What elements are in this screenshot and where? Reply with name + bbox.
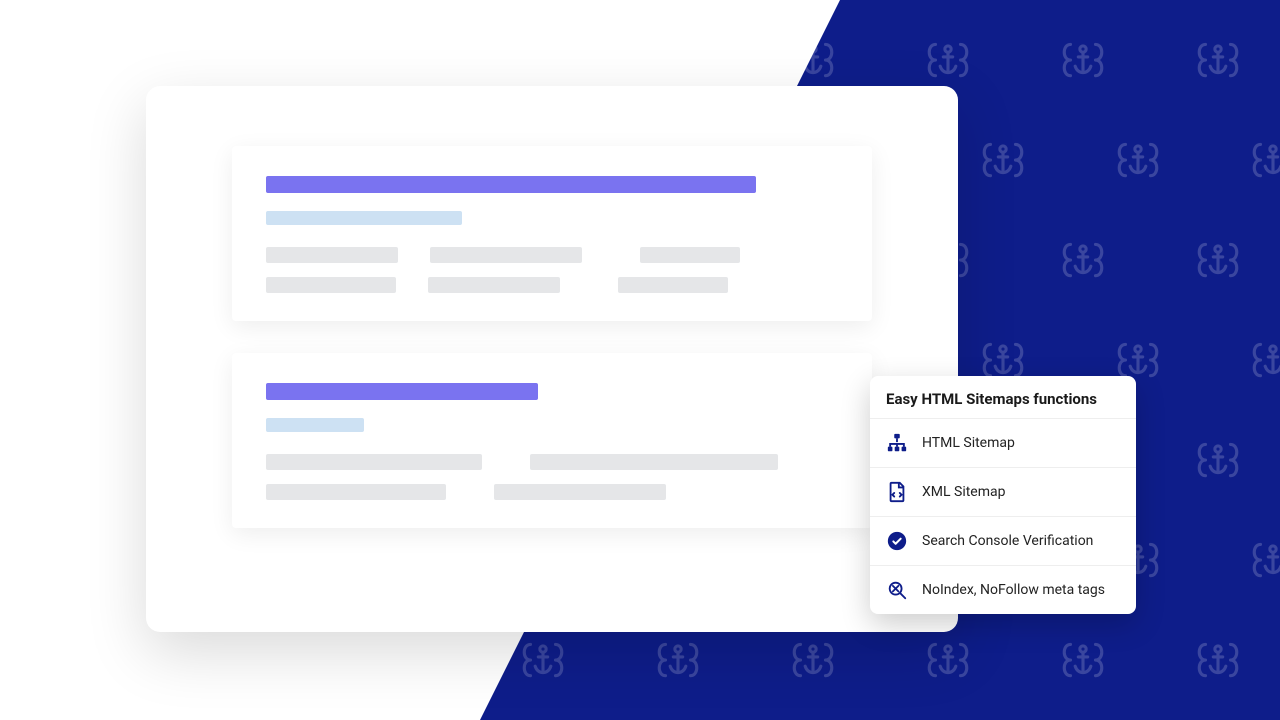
function-label: HTML Sitemap (922, 435, 1015, 451)
xml-file-icon (886, 481, 908, 503)
function-item-xml-sitemap[interactable]: XML Sitemap (870, 467, 1136, 516)
skeleton-block-2 (232, 353, 872, 528)
function-label: Search Console Verification (922, 533, 1093, 549)
functions-panel-title: Easy HTML Sitemaps functions (870, 376, 1136, 418)
function-label: NoIndex, NoFollow meta tags (922, 582, 1105, 598)
skeleton-block-1 (232, 146, 872, 321)
function-item-html-sitemap[interactable]: HTML Sitemap (870, 418, 1136, 467)
noindex-icon (886, 579, 908, 601)
function-item-search-console[interactable]: Search Console Verification (870, 516, 1136, 565)
function-label: XML Sitemap (922, 484, 1006, 500)
check-circle-icon (886, 530, 908, 552)
function-item-noindex[interactable]: NoIndex, NoFollow meta tags (870, 565, 1136, 614)
main-content-card (146, 86, 958, 632)
functions-panel: Easy HTML Sitemaps functions HTML Sitema… (870, 376, 1136, 614)
sitemap-icon (886, 432, 908, 454)
